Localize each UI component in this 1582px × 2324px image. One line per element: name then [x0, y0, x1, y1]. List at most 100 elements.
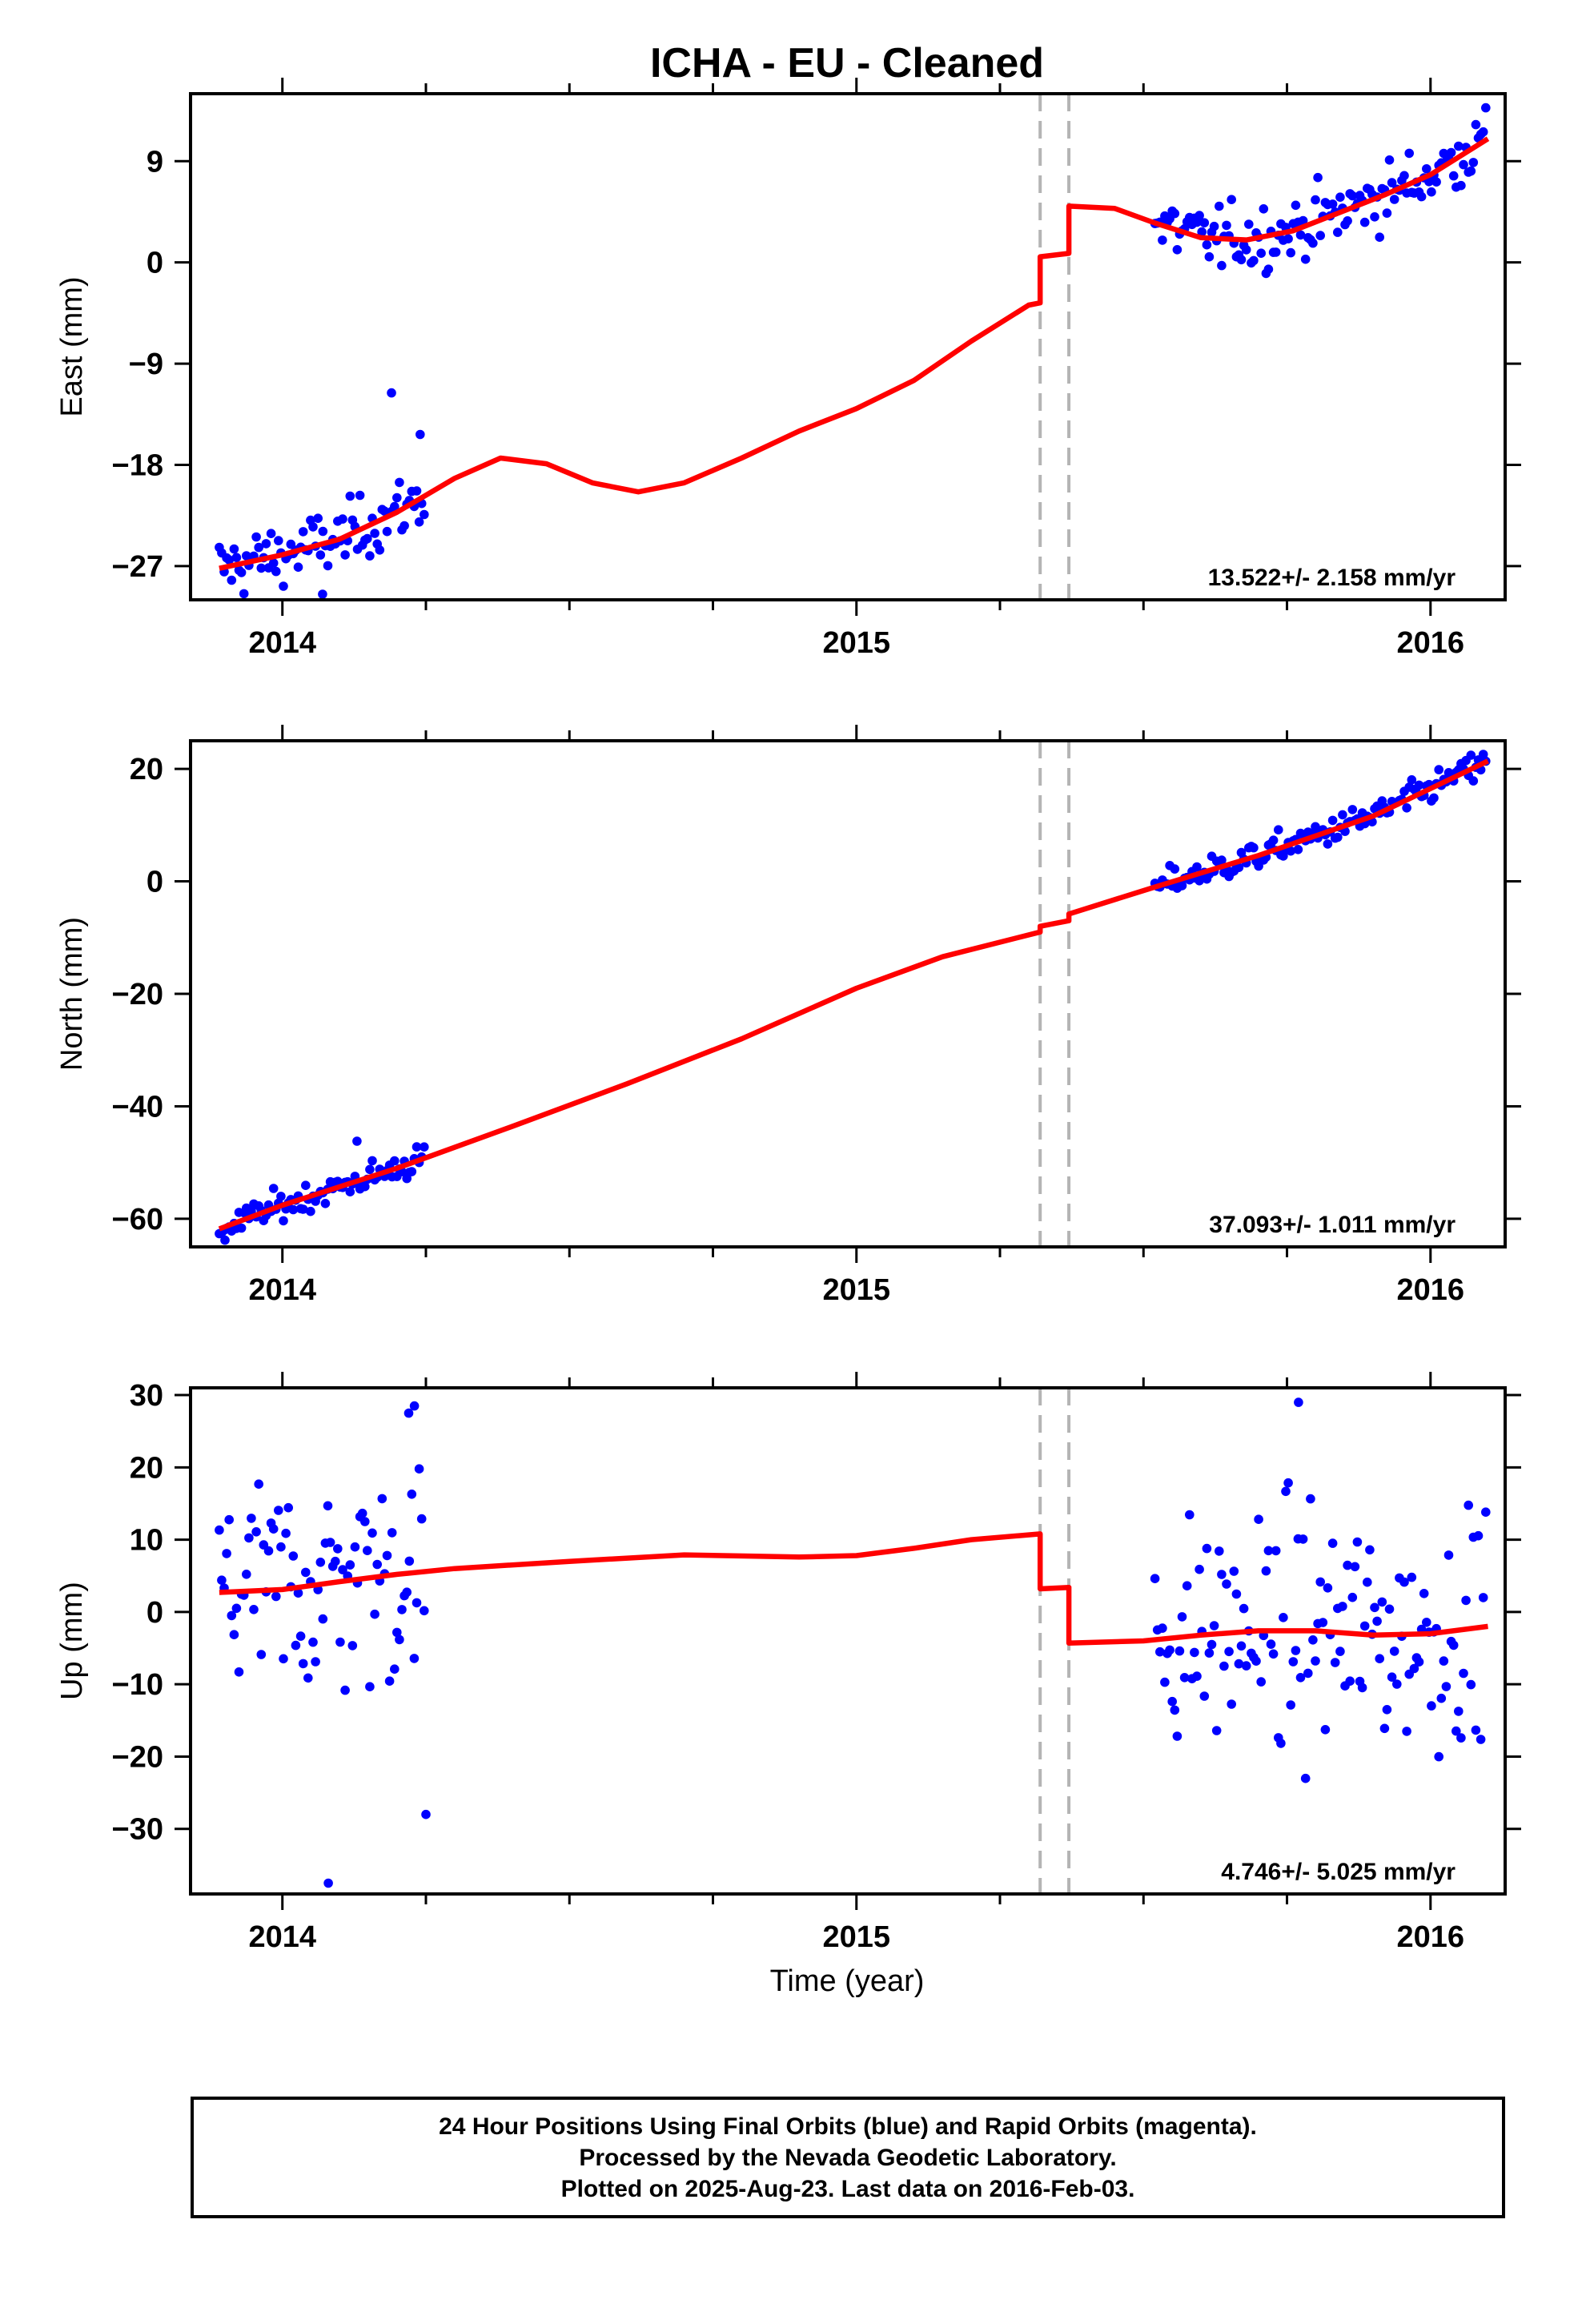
up-data-point [1209, 1621, 1219, 1630]
up-data-point [325, 1538, 335, 1547]
up-data-point [412, 1598, 422, 1608]
up-data-point [1363, 1577, 1372, 1587]
up-data-point [1350, 1562, 1360, 1572]
east-data-point [298, 527, 308, 537]
north-data-point [1234, 862, 1244, 872]
east-data-point [315, 550, 326, 560]
up-data-point [1359, 1621, 1370, 1631]
up-x-tick-label: 2016 [1397, 1920, 1465, 1954]
east-data-point [1300, 254, 1311, 264]
up-data-point [387, 1528, 397, 1538]
east-data-point [382, 526, 392, 537]
up-data-point [1441, 1682, 1452, 1691]
up-data-point [1172, 1731, 1182, 1741]
up-data-point [1436, 1693, 1447, 1703]
up-data-point [1224, 1647, 1234, 1657]
up-data-point [1236, 1641, 1247, 1651]
north-data-point [298, 1204, 308, 1214]
up-data-point [1471, 1725, 1481, 1735]
up-data-point [1268, 1649, 1279, 1659]
up-data-point [1399, 1577, 1409, 1587]
east-data-point [1459, 159, 1468, 170]
up-x-tick-label: 2014 [248, 1920, 316, 1954]
up-data-point [397, 1605, 407, 1614]
up-data-point [1384, 1604, 1395, 1614]
up-data-point [1158, 1623, 1167, 1633]
up-data-point [1276, 1739, 1286, 1748]
up-data-point [1165, 1645, 1174, 1655]
up-y-tick-label: 20 [130, 1451, 163, 1485]
north-y-axis-label: North (mm) [55, 917, 89, 1071]
up-data-point [1239, 1603, 1249, 1614]
up-data-point [1298, 1534, 1308, 1544]
east-data-point [279, 581, 288, 591]
east-data-point [1416, 191, 1427, 202]
up-data-point [1427, 1701, 1436, 1711]
east-y-axis-label: East (mm) [55, 276, 89, 416]
east-rate-label: 13.522+/- 2.158 mm/yr [1208, 565, 1456, 591]
up-data-point [256, 1650, 267, 1659]
north-data-point [1333, 832, 1343, 842]
up-data-point [1347, 1592, 1358, 1602]
east-data-point [1446, 147, 1456, 158]
up-data-point [1251, 1656, 1261, 1666]
east-data-point [266, 529, 276, 538]
north-data-point [360, 1181, 370, 1192]
up-data-point [1345, 1676, 1355, 1686]
east-data-point [1343, 216, 1352, 226]
up-data-point [215, 1525, 224, 1535]
up-data-point [279, 1654, 288, 1664]
up-data-point [242, 1570, 251, 1579]
north-x-tick-label: 2015 [822, 1273, 890, 1307]
north-data-point [268, 1184, 279, 1193]
east-data-point [365, 551, 375, 561]
up-data-point [1335, 1647, 1345, 1656]
up-data-point [1195, 1564, 1204, 1574]
east-y-tick-label: −18 [112, 448, 163, 482]
east-data-point [400, 521, 409, 531]
east-data-point [387, 388, 396, 398]
up-data-point [420, 1606, 429, 1616]
east-data-point [271, 566, 281, 577]
up-data-point [367, 1528, 377, 1538]
north-data-point [1414, 780, 1424, 790]
up-data-point [1219, 1661, 1229, 1671]
east-data-point [1271, 247, 1281, 257]
east-y-tick-label: −9 [129, 348, 163, 381]
up-data-point [404, 1556, 415, 1566]
up-data-point [1179, 1673, 1190, 1683]
east-data-point [1382, 208, 1392, 218]
up-data-point [315, 1558, 326, 1567]
north-x-tick-label: 2014 [248, 1273, 316, 1307]
up-data-point [1279, 1613, 1288, 1622]
east-data-point [256, 563, 267, 573]
up-data-point [1409, 1663, 1419, 1674]
figure-title: ICHA - EU - Cleaned [650, 40, 1044, 86]
north-panel: 2014 2015 2016 −60 −40 −20 0 20 North (mm) 37.093… [55, 725, 1521, 1307]
up-data-point [323, 1878, 333, 1888]
east-data-point [1199, 218, 1210, 228]
north-data-point [320, 1199, 331, 1208]
up-data-point [227, 1610, 237, 1621]
up-data-point [1261, 1566, 1271, 1576]
up-data-point [318, 1614, 328, 1624]
north-data-point [412, 1142, 422, 1152]
up-data-point [271, 1591, 281, 1602]
east-data-point [1259, 203, 1269, 214]
north-y-tick-label: −60 [112, 1203, 163, 1236]
up-data-point [1473, 1530, 1484, 1541]
up-data-point [1443, 1550, 1454, 1560]
up-data-point [1327, 1538, 1338, 1548]
north-data-point [1217, 855, 1227, 865]
up-data-point [1283, 1478, 1293, 1488]
up-data-point [1170, 1705, 1180, 1715]
up-data-point [392, 1627, 402, 1638]
up-data-point [340, 1685, 350, 1695]
up-data-point [1315, 1577, 1325, 1587]
up-data-point [1379, 1723, 1390, 1734]
up-data-point [382, 1550, 392, 1561]
footer-line-processed: Processed by the Nevada Geodetic Laborat… [579, 2144, 1117, 2171]
north-data-point [365, 1164, 375, 1175]
up-data-point [335, 1637, 345, 1647]
up-data-point [1422, 1618, 1431, 1627]
